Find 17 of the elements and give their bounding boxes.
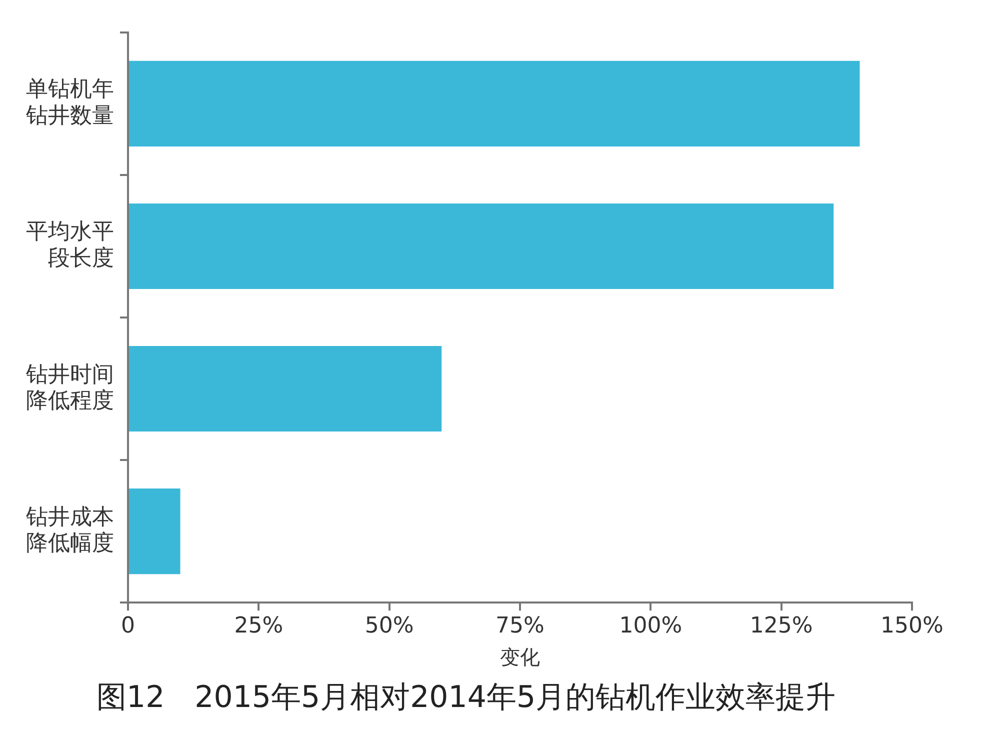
bar: [129, 60, 860, 146]
text: 图12 2015年5月相对2014年5月的钻机作业效率提升: [96, 680, 836, 715]
x-tick-label: 25%: [234, 614, 284, 639]
y-tick-label: 钻井时间降低程度: [25, 362, 114, 414]
x-tick-label: 150%: [880, 614, 944, 639]
bar: [129, 488, 180, 574]
bar: [129, 346, 442, 432]
x-tick-label: 125%: [750, 614, 813, 639]
bar: [129, 203, 834, 289]
y-tick-label: 单钻机年钻井数量: [25, 77, 114, 129]
x-tick-label: 75%: [496, 614, 544, 639]
y-tick-label: 平均水平段长度: [26, 220, 114, 272]
x-tick-label: 50%: [364, 614, 414, 639]
y-tick-label: 钻井成本降低幅度: [25, 504, 114, 556]
x-tick-label: 0: [121, 614, 135, 639]
x-axis-title: 变化: [500, 645, 540, 670]
x-tick-label: 100%: [619, 614, 682, 639]
